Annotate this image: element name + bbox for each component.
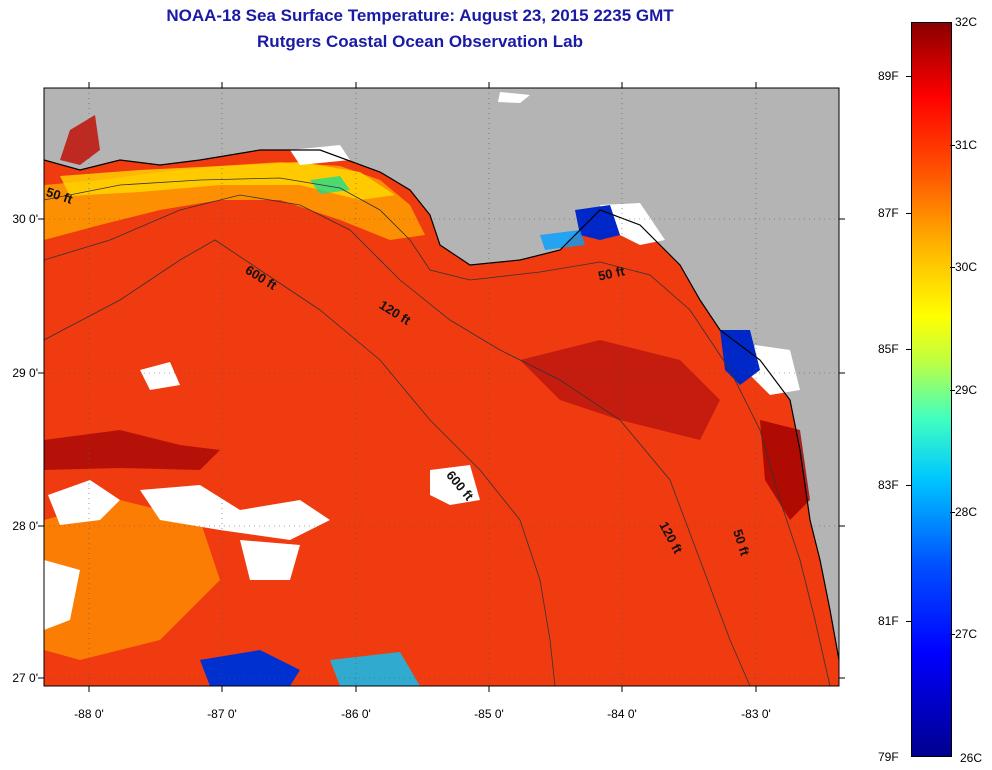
lon-label: -84 0'	[607, 707, 637, 721]
colorbar-fahrenheit-label: 79F	[878, 750, 899, 764]
coastline	[44, 149, 839, 661]
lat-label: 30 0'	[12, 212, 38, 226]
colorbar-fahrenheit-label: 89F	[878, 69, 899, 83]
map-title: NOAA-18 Sea Surface Temperature: August …	[166, 6, 674, 25]
colorbar-tick	[950, 634, 955, 635]
colorbar-tick	[950, 390, 955, 391]
colorbar-celsius-label: 32C	[955, 15, 978, 29]
hot-patch-southeast	[520, 340, 720, 440]
nearshore-yellow-band	[60, 162, 395, 200]
colorbar-tick	[906, 621, 911, 622]
lon-label: -85 0'	[474, 707, 504, 721]
colorbar-tick	[906, 76, 911, 77]
lon-label: -86 0'	[341, 707, 371, 721]
lat-label: 29 0'	[12, 366, 38, 380]
colorbar-tick	[906, 213, 911, 214]
bathymetry-contours	[44, 177, 831, 686]
colorbar-tick	[906, 485, 911, 486]
lon-label: -87 0'	[207, 707, 237, 721]
colorbar-fahrenheit-label: 81F	[878, 614, 899, 628]
colorbar-tick	[950, 145, 955, 146]
cool-patch-south	[44, 500, 220, 660]
colorbar-celsius-label: 30C	[955, 260, 978, 274]
lat-label: 27 0'	[12, 671, 38, 685]
colorbar-celsius-label: 27C	[955, 627, 978, 641]
hot-patch-coast-east	[760, 420, 810, 520]
colorbar-celsius-label: 26C	[960, 751, 983, 765]
lat-label: 28 0'	[12, 519, 38, 533]
map-subtitle: Rutgers Coastal Ocean Observation Lab	[257, 32, 583, 51]
axis-ticks	[38, 82, 845, 692]
hot-patch-west	[44, 430, 220, 470]
lon-label: -88 0'	[74, 707, 104, 721]
colorbar-tick	[950, 512, 955, 513]
colorbar-celsius-label: 31C	[955, 138, 978, 152]
temperature-colorbar	[911, 22, 952, 757]
hot-patch-northwest	[60, 115, 100, 165]
ocean-sst-field	[44, 150, 839, 686]
lon-label: -83 0'	[741, 707, 771, 721]
colorbar-celsius-label: 28C	[955, 505, 978, 519]
colorbar-tick	[950, 267, 955, 268]
colorbar-fahrenheit-label: 85F	[878, 342, 899, 356]
colorbar-celsius-label: 29C	[955, 383, 978, 397]
colorbar-tick	[906, 349, 911, 350]
colorbar-fahrenheit-label: 87F	[878, 206, 899, 220]
cold-patches	[200, 176, 760, 686]
colorbar-fahrenheit-label: 83F	[878, 478, 899, 492]
map-frame	[43, 87, 840, 687]
